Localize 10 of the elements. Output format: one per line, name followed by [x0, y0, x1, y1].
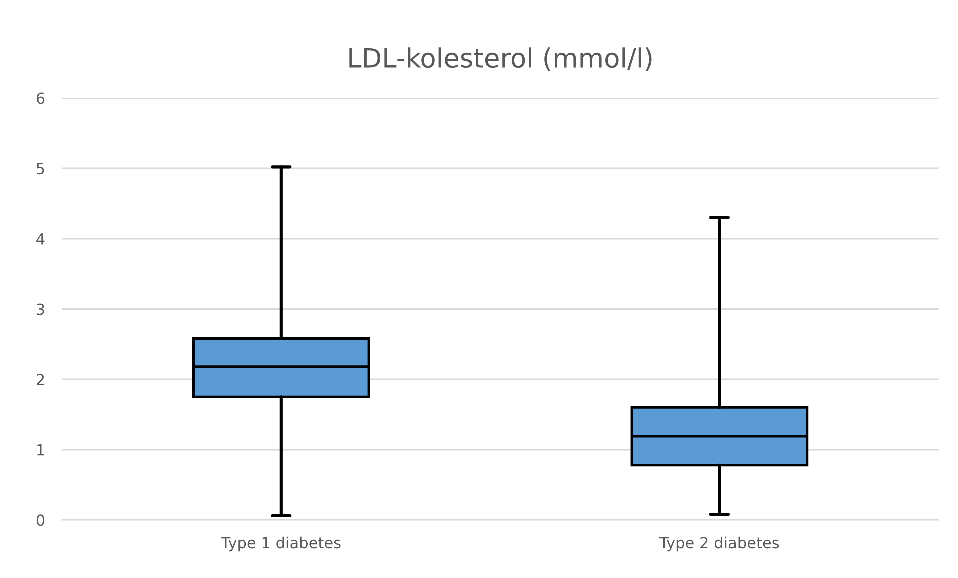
- x-tick-label: Type 2 diabetes: [660, 536, 780, 552]
- y-tick-label: 0: [36, 514, 45, 526]
- y-tick-label: 4: [36, 234, 45, 245]
- y-tick-label: 2: [37, 374, 44, 386]
- y-tick-label: 5: [37, 163, 44, 175]
- y-tick-label: 3: [37, 304, 44, 316]
- y-tick-label: 6: [36, 92, 45, 104]
- x-tick-label: Type 1 diabetes: [221, 536, 341, 552]
- chart-title: LDL-kolesterol (mmol/l): [350, 48, 652, 72]
- y-tick-label: 1: [38, 444, 44, 456]
